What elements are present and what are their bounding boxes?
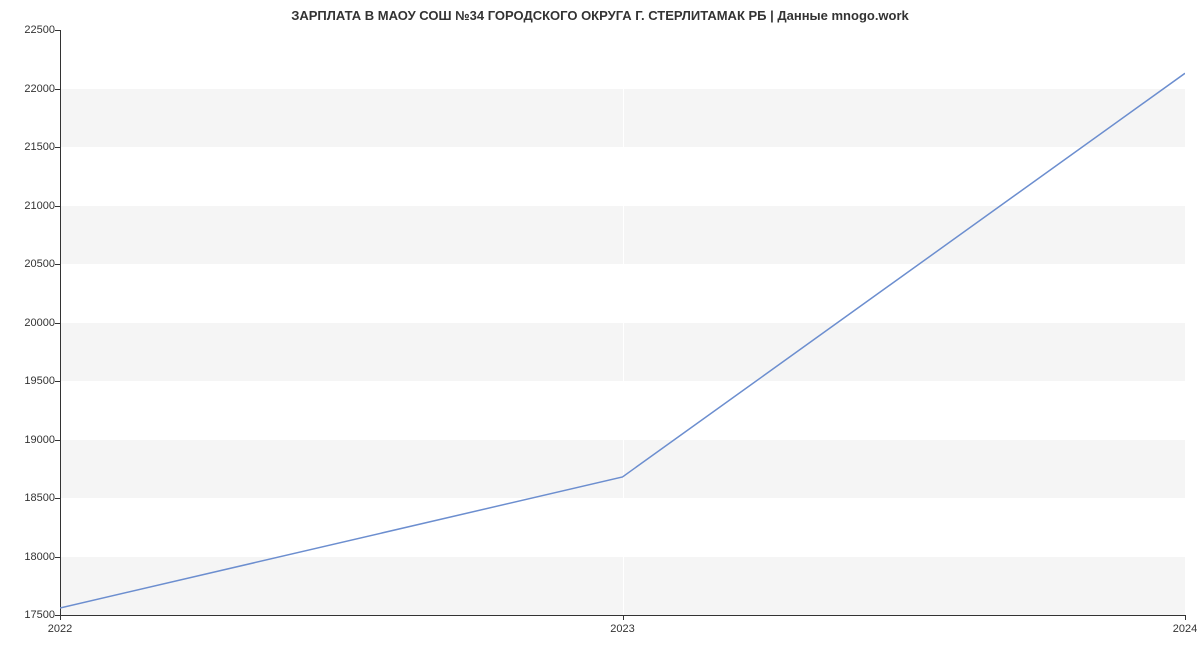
y-tick [55, 557, 60, 558]
y-tick [55, 264, 60, 265]
y-tick-label: 20500 [5, 258, 55, 270]
x-tick-label: 2024 [1173, 623, 1197, 635]
salary-line-chart: ЗАРПЛАТА В МАОУ СОШ №34 ГОРОДСКОГО ОКРУГ… [0, 0, 1200, 650]
y-tick [55, 323, 60, 324]
y-tick-label: 18500 [5, 492, 55, 504]
x-tick-label: 2022 [48, 623, 72, 635]
y-tick [55, 381, 60, 382]
y-tick-label: 20000 [5, 317, 55, 329]
y-tick-label: 22500 [5, 24, 55, 36]
y-tick-label: 19000 [5, 434, 55, 446]
x-tick [1185, 615, 1186, 620]
y-tick-label: 18000 [5, 551, 55, 563]
y-axis [60, 30, 61, 615]
x-tick-label: 2023 [610, 623, 634, 635]
y-tick-label: 21500 [5, 141, 55, 153]
y-tick-label: 19500 [5, 375, 55, 387]
y-tick-label: 22000 [5, 83, 55, 95]
y-tick [55, 147, 60, 148]
x-tick [60, 615, 61, 620]
x-tick [623, 615, 624, 620]
chart-title: ЗАРПЛАТА В МАОУ СОШ №34 ГОРОДСКОГО ОКРУГ… [0, 8, 1200, 23]
y-tick [55, 30, 60, 31]
y-tick-label: 21000 [5, 200, 55, 212]
y-tick-label: 17500 [5, 609, 55, 621]
plot-area: 1750018000185001900019500200002050021000… [60, 30, 1185, 615]
y-tick [55, 206, 60, 207]
grid-vertical-midline [623, 30, 624, 615]
y-tick [55, 89, 60, 90]
y-tick [55, 498, 60, 499]
y-tick [55, 440, 60, 441]
